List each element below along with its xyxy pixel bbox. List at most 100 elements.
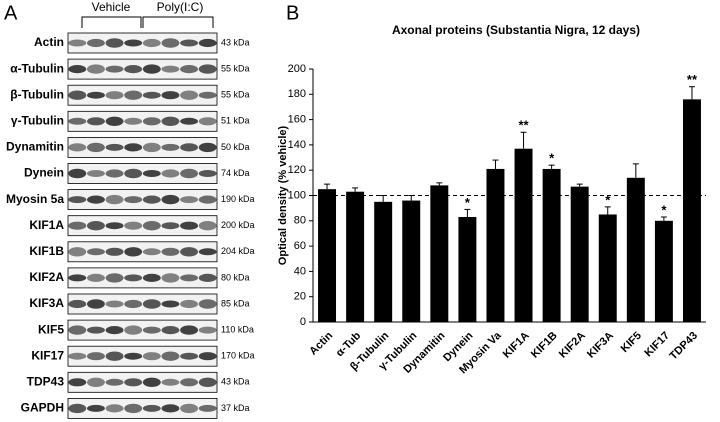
y-axis-label: Optical density (% vehicle)	[277, 125, 289, 265]
y-tick-label: 0	[300, 316, 306, 328]
blot-band	[86, 352, 105, 361]
kda-label: 200 kDa	[221, 220, 255, 230]
blot-band	[161, 378, 180, 386]
x-tick-label: KIF1A	[501, 330, 532, 361]
blot-band	[198, 117, 217, 126]
y-tick-label: 160	[288, 114, 306, 126]
blot-band	[105, 378, 124, 386]
bar	[318, 189, 337, 322]
blot-band	[124, 117, 143, 125]
blot-band	[86, 404, 105, 412]
blot-band	[198, 273, 217, 282]
blot-band	[124, 274, 143, 282]
blot-band	[68, 196, 87, 204]
blot-band	[68, 117, 87, 125]
blot-band	[198, 91, 217, 99]
bar	[486, 168, 505, 322]
blot-box	[67, 215, 218, 237]
kda-label: 43 kDa	[221, 377, 250, 387]
row-label: α-Tubulin	[10, 61, 64, 75]
kda-label: 55 kDa	[221, 63, 250, 73]
blot-band	[142, 273, 161, 282]
x-tick-label: TDP43	[667, 330, 700, 363]
blot-band	[124, 403, 143, 414]
blot-box	[67, 293, 218, 315]
blot-band	[68, 168, 87, 179]
blot-band	[105, 273, 124, 283]
blot-band	[124, 299, 143, 309]
blot-band	[180, 221, 199, 230]
blot-band	[124, 325, 143, 335]
row-label: KIF5	[38, 322, 64, 336]
blot-band	[68, 39, 87, 47]
blot-band	[124, 378, 143, 387]
row-label: Actin	[34, 35, 64, 49]
bar	[626, 177, 645, 322]
blot-band	[161, 169, 180, 178]
blot-band	[105, 116, 124, 127]
group-bracket	[81, 16, 142, 28]
kda-label: 50 kDa	[221, 142, 250, 152]
kda-label: 74 kDa	[221, 168, 250, 178]
blot-band	[105, 194, 124, 205]
blot-band	[161, 247, 180, 256]
error-bar	[604, 206, 611, 215]
blot-band	[124, 143, 143, 152]
x-tick-label: KIF1B	[529, 330, 560, 361]
blot-band	[198, 352, 217, 361]
blot-band	[161, 91, 180, 100]
blot-band	[198, 142, 217, 153]
error-bar	[464, 208, 471, 218]
bar	[514, 148, 533, 322]
blot-band	[68, 352, 87, 360]
blot-band	[86, 170, 105, 177]
blot-band	[180, 65, 199, 74]
blot-band	[124, 39, 143, 47]
bar	[402, 200, 421, 322]
blot-band	[68, 403, 87, 414]
kda-label: 51 kDa	[221, 116, 250, 126]
blot-band	[68, 274, 87, 282]
row-label: Dynamitin	[6, 140, 64, 154]
blot-band	[86, 326, 105, 334]
blot-band	[180, 196, 199, 204]
row-label: TDP43	[27, 374, 65, 388]
blot-band	[142, 377, 161, 387]
blot-band	[180, 39, 199, 47]
kda-label: 85 kDa	[221, 298, 250, 308]
blot-band	[142, 299, 161, 309]
significance: **	[687, 72, 698, 87]
row-label: β-Tubulin	[10, 87, 64, 101]
y-tick-label: 60	[294, 240, 306, 252]
blot-band	[86, 195, 105, 204]
kda-label: 110 kDa	[221, 324, 254, 334]
blot-band	[142, 404, 161, 412]
error-bar	[324, 183, 331, 190]
y-tick-label: 120	[288, 164, 306, 176]
blot-band	[161, 143, 180, 151]
blot-band	[86, 38, 105, 48]
significance: *	[549, 151, 555, 166]
blot-band	[86, 273, 105, 282]
y-tick-label: 140	[288, 139, 306, 151]
blot-band	[161, 326, 180, 335]
significance: **	[518, 118, 529, 133]
row-label: KIF1B	[29, 244, 64, 258]
bar	[570, 186, 589, 322]
y-tick-label: 180	[288, 88, 306, 100]
blot-band	[142, 117, 161, 126]
blot-band	[180, 168, 199, 179]
blot-box	[67, 267, 218, 289]
error-bar	[660, 216, 667, 221]
blot-band	[180, 299, 199, 309]
blot-band	[68, 65, 87, 74]
blot-band	[198, 377, 217, 387]
blot-band	[142, 326, 161, 334]
blot-box	[67, 136, 218, 158]
error-bar	[380, 195, 387, 202]
chart-title: Axonal proteins (Substantia Nigra, 12 da…	[392, 23, 640, 37]
blot-band	[105, 326, 124, 335]
blot-band	[161, 300, 180, 308]
blot-band	[198, 248, 217, 256]
kda-label: 55 kDa	[221, 90, 250, 100]
